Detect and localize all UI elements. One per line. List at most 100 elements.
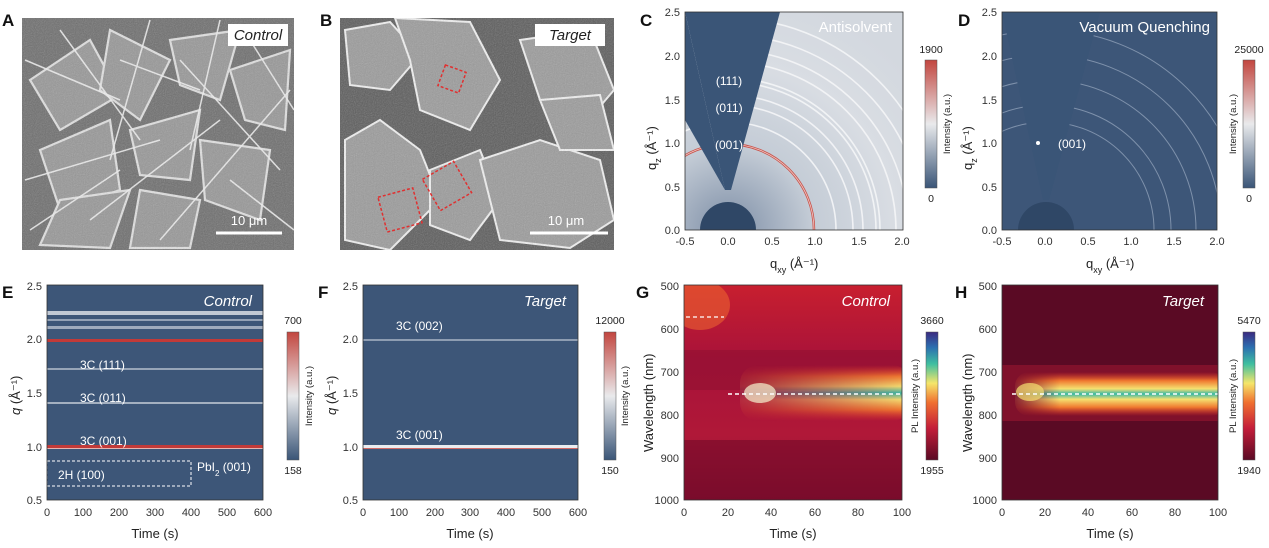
panel-h-title: Target <box>1162 293 1205 310</box>
panel-c-xtick: 0.0 <box>720 236 735 248</box>
panel-c-ytick: 2.0 <box>665 51 680 63</box>
panel-d-ytick: 1.5 <box>982 95 997 107</box>
panel-h-ytick: 800 <box>979 410 997 422</box>
panel-g-ylabel: Wavelength (nm) <box>641 354 656 453</box>
panel-c-ytick: 2.5 <box>665 7 680 19</box>
panel-d-title: Vacuum Quenching <box>1079 19 1210 36</box>
panel-c-xticks: -0.5 0.0 0.5 1.0 1.5 2.0 <box>676 236 910 248</box>
panel-b-tag: Target <box>549 27 592 44</box>
panel-e-xlabel: Time (s) <box>131 526 178 541</box>
panel-d-yticks: 0.0 0.5 1.0 1.5 2.0 2.5 <box>982 7 997 237</box>
panel-f-yticks: 0.5 1.0 1.5 2.0 2.5 <box>343 281 358 507</box>
panel-e-ytick: 2.5 <box>27 281 42 293</box>
panel-f-cbar-max: 12000 <box>595 315 624 327</box>
panel-d-xtick: -0.5 <box>993 236 1012 248</box>
panel-g-cbar-label: PL Intensity (a.u.) <box>910 359 921 433</box>
panel-c-peak-001: (001) <box>715 138 743 152</box>
panel-h-xlabel: Time (s) <box>1086 526 1133 541</box>
panel-e-xtick: 0 <box>44 507 50 519</box>
panel-h-xticks: 0 20 40 60 80 100 <box>999 507 1227 519</box>
panel-g-xticks: 0 20 40 60 80 100 <box>681 507 911 519</box>
panel-e-colorbar <box>286 331 300 461</box>
panel-e-xtick: 400 <box>182 507 200 519</box>
panel-d-ytick: 1.0 <box>982 138 997 150</box>
panel-e-title: Control <box>204 293 253 310</box>
panel-d-cbar-min: 0 <box>1246 193 1252 205</box>
panel-f-xtick: 600 <box>569 507 587 519</box>
panel-e-cbar-label: Intensity (a.u.) <box>304 366 315 426</box>
panel-d-xtick: 0.5 <box>1080 236 1095 248</box>
panel-c-xtick: 2.0 <box>894 236 909 248</box>
panel-e-peak-001: 3C (001) <box>80 434 127 448</box>
panel-e-ytick: 2.0 <box>27 334 42 346</box>
panel-f-peak-002: 3C (002) <box>396 319 443 333</box>
panel-e-xtick: 100 <box>74 507 92 519</box>
panel-e-xtick: 500 <box>218 507 236 519</box>
panel-e-xtick: 600 <box>254 507 272 519</box>
panel-g-xlabel: Time (s) <box>769 526 816 541</box>
panel-d-cbar-label: Intensity (a.u.) <box>1228 94 1239 154</box>
panel-c-label: C <box>640 11 652 30</box>
panel-f-ylabel: q (Å⁻¹) <box>324 376 339 415</box>
panel-b: B Target 10 μm <box>320 11 614 250</box>
panel-f-xtick: 0 <box>360 507 366 519</box>
panel-g-title: Control <box>842 293 891 310</box>
panel-c-cbar-max: 1900 <box>919 44 943 56</box>
panel-c-colorbar <box>924 59 938 189</box>
panel-a-label: A <box>2 11 14 30</box>
panel-f-xtick: 100 <box>390 507 408 519</box>
panel-e-xtick: 200 <box>110 507 128 519</box>
panel-f-xticks: 0 100 200 300 400 500 600 <box>360 507 587 519</box>
panel-g-ytick: 500 <box>661 281 679 293</box>
panel-d: D (001) Vacuum Quenching -0.5 0.0 0.5 1.… <box>958 7 1264 275</box>
panel-c-ytick: 0.0 <box>665 225 680 237</box>
panel-d-xlabel: qxy (Å⁻¹) <box>1086 256 1134 275</box>
panel-a-scalebar-label: 10 μm <box>231 213 267 228</box>
panel-d-ytick: 0.5 <box>982 182 997 194</box>
panel-c-ytick: 0.5 <box>665 182 680 194</box>
panel-h-cbar-label: PL Intensity (a.u.) <box>1228 359 1239 433</box>
panel-g-xtick: 60 <box>809 507 821 519</box>
panel-g: G Control 0 20 40 60 80 100 500 600 700 <box>636 281 944 541</box>
panel-f-xlabel: Time (s) <box>446 526 493 541</box>
panel-f-xtick: 500 <box>533 507 551 519</box>
panel-d-colorbar <box>1242 59 1256 189</box>
panel-f-peak-001: 3C (001) <box>396 428 443 442</box>
panel-g-xtick: 0 <box>681 507 687 519</box>
panel-d-ylabel: qz (Å⁻¹) <box>960 126 979 170</box>
panel-h-ytick: 900 <box>979 453 997 465</box>
panel-c-peak-111: (111) <box>716 74 742 88</box>
panel-g-ytick: 900 <box>661 453 679 465</box>
panel-g-xtick: 40 <box>765 507 777 519</box>
panel-h-xtick: 40 <box>1082 507 1094 519</box>
panel-c-cbar-label: Intensity (a.u.) <box>942 94 953 154</box>
panel-e-ylabel: q (Å⁻¹) <box>8 376 23 415</box>
panel-g-xtick: 100 <box>893 507 911 519</box>
panel-f-ytick: 2.5 <box>343 281 358 293</box>
panel-e-peak-111: 3C (111) <box>80 358 125 372</box>
panel-b-tag-box <box>535 24 605 46</box>
panel-h-ytick: 600 <box>979 324 997 336</box>
panel-h: H Target 0 20 40 60 80 100 500 600 700 8… <box>955 281 1261 541</box>
panel-f-ytick: 2.0 <box>343 334 358 346</box>
panel-g-ytick: 1000 <box>655 495 679 507</box>
panel-a: A Control 10 <box>2 11 294 250</box>
panel-h-yticks: 500 600 700 800 900 1000 <box>973 281 997 507</box>
panel-g-ytick: 700 <box>661 367 679 379</box>
panel-e-label: E <box>2 283 13 302</box>
panel-h-ytick: 700 <box>979 367 997 379</box>
panel-e-ytick: 1.0 <box>27 442 42 454</box>
panel-h-xtick: 20 <box>1039 507 1051 519</box>
panel-d-xtick: 0.0 <box>1037 236 1052 248</box>
panel-e-ytick: 0.5 <box>27 495 42 507</box>
panel-c-cbar-min: 0 <box>928 193 934 205</box>
panel-f-cbar-min: 150 <box>601 465 619 477</box>
panel-c-ytick: 1.0 <box>665 138 680 150</box>
panel-b-scalebar-label: 10 μm <box>548 213 584 228</box>
panel-g-yticks: 500 600 700 800 900 1000 <box>655 281 679 507</box>
panel-g-label: G <box>636 283 649 302</box>
panel-b-label: B <box>320 11 332 30</box>
panel-c-ylabel: qz (Å⁻¹) <box>644 126 663 170</box>
panel-e-cbar-max: 700 <box>284 315 302 327</box>
